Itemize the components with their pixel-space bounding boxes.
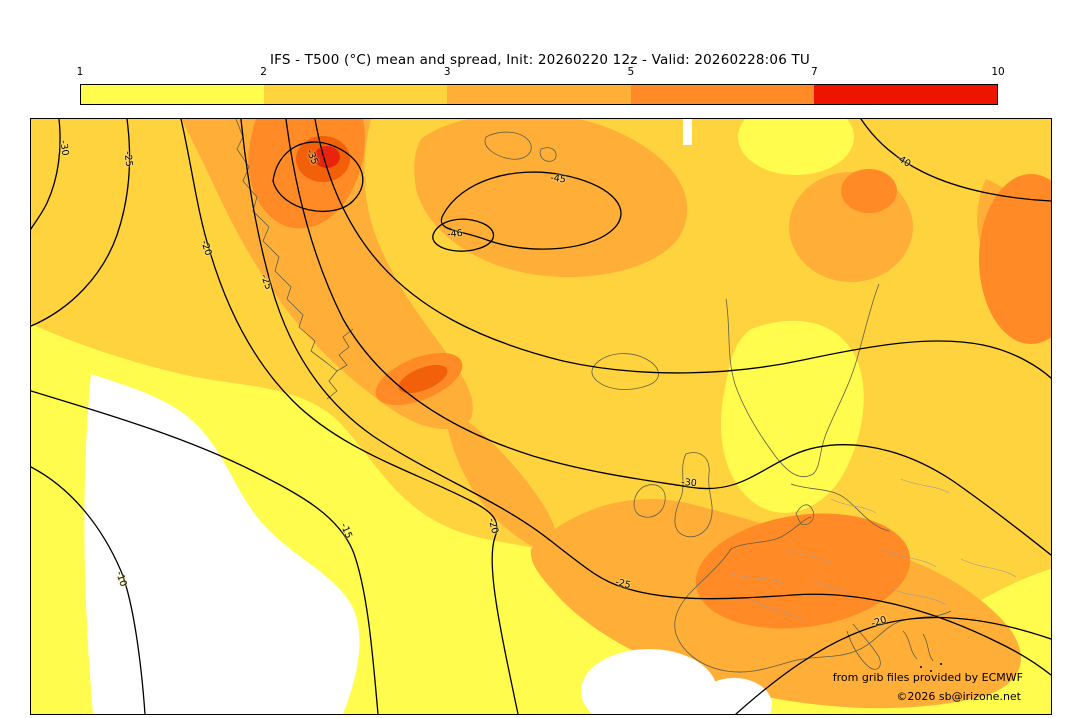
spread-fill-white	[84, 119, 772, 714]
colorbar-tick: 10	[991, 66, 1005, 78]
chart-title: IFS - T500 (°C) mean and spread, Init: 2…	[269, 52, 811, 68]
country-borders	[730, 478, 1017, 620]
colorbar-tick: 3	[443, 66, 451, 78]
attribution-ecmwf: from grib files provided by ECMWF	[832, 671, 1023, 684]
colorbar-segment	[447, 85, 631, 104]
colorbar-tick: 7	[811, 66, 818, 78]
spread-fill-yellow-patches	[720, 119, 864, 513]
colorbar	[80, 84, 998, 105]
colorbar-segment	[813, 85, 998, 104]
weather-map: -30 -25 -20 -25 -35 -45 -46 -40 -15 -10 -20 -25 -30-…	[30, 118, 1052, 715]
colorbar-segment	[264, 85, 448, 104]
mean-contours	[31, 119, 1051, 714]
map-svg	[31, 119, 1051, 714]
colorbar-tick: 2	[260, 66, 267, 78]
coastlines	[235, 119, 952, 673]
colorbar-tick: 1	[76, 66, 84, 78]
colorbar-ticks: 1 2 3 5 7 10	[76, 66, 1005, 80]
attribution-copyright: ©2026 sb@irizone.net	[896, 690, 1021, 703]
colorbar-segment	[630, 85, 814, 104]
colorbar-segment	[81, 85, 265, 104]
colorbar-tick: 5	[627, 66, 635, 78]
